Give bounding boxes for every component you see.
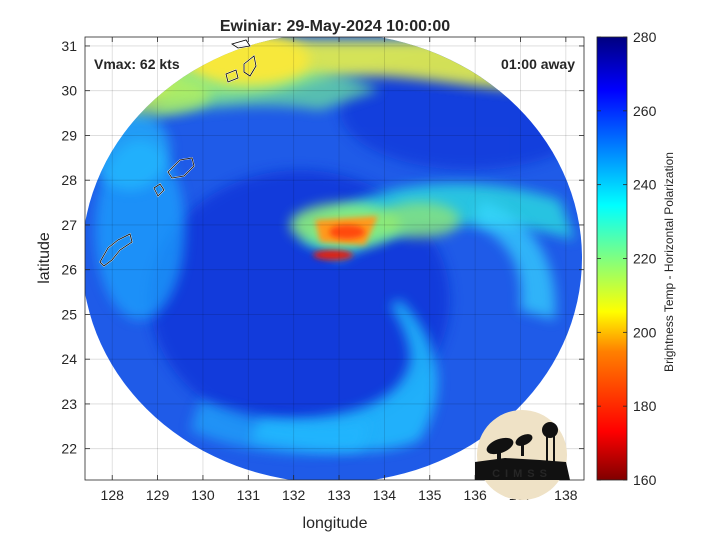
- y-tick-label: 30: [61, 83, 77, 99]
- colorbar-tick-label: 180: [633, 398, 657, 414]
- x-tick-label: 138: [554, 487, 578, 503]
- x-tick-label: 129: [146, 487, 170, 503]
- colorbar: 160 180 200 220 240 260 280 Brightness Temp - …: [596, 29, 676, 488]
- vmax-annotation: Vmax: 62 kts: [94, 56, 180, 72]
- colorbar-tick-label: 240: [633, 177, 657, 193]
- colorbar-tick-label: 200: [633, 324, 657, 340]
- y-tick-label: 27: [61, 217, 77, 233]
- y-axis-ticks: 22 23 24 25 26 27 28 29 30 31: [61, 38, 584, 457]
- y-tick-label: 28: [61, 172, 77, 188]
- y-tick-label: 25: [61, 306, 77, 322]
- y-tick-label: 22: [61, 441, 77, 457]
- colorbar-tick-label: 260: [633, 103, 657, 119]
- x-tick-label: 134: [373, 487, 397, 503]
- axes-frame: [84, 36, 585, 481]
- x-tick-label: 133: [327, 487, 351, 503]
- x-tick-label: 128: [101, 487, 125, 503]
- y-tick-label: 23: [61, 396, 77, 412]
- colorbar-label: Brightness Temp - Horizontal Polarizatio…: [662, 152, 676, 372]
- chart-title: Ewiniar: 29-May-2024 10:00:00: [220, 18, 450, 35]
- colorbar-tick-label: 280: [633, 29, 657, 45]
- coastlines: [99, 39, 257, 268]
- grid-lines: [85, 37, 584, 480]
- x-tick-label: 136: [463, 487, 487, 503]
- y-tick-label: 31: [61, 38, 77, 54]
- y-tick-label: 24: [61, 351, 77, 367]
- x-tick-label: 131: [237, 487, 261, 503]
- time-away-annotation: 01:00 away: [501, 56, 575, 72]
- y-tick-label: 29: [61, 127, 77, 143]
- colorbar-tick-label: 160: [633, 472, 657, 488]
- x-tick-label: 130: [191, 487, 215, 503]
- colorbar-gradient: [596, 36, 628, 481]
- colorbar-ticks: 160 180 200 220 240 260 280: [597, 29, 657, 488]
- x-axis-label: longitude: [303, 515, 368, 532]
- x-tick-label: 132: [282, 487, 306, 503]
- colorbar-tick-label: 220: [633, 251, 657, 267]
- y-axis-label: latitude: [36, 232, 53, 284]
- cimss-logo: CIMSS: [475, 410, 570, 500]
- x-tick-label: 135: [418, 487, 442, 503]
- y-tick-label: 26: [61, 262, 77, 278]
- logo-text: CIMSS: [492, 468, 552, 480]
